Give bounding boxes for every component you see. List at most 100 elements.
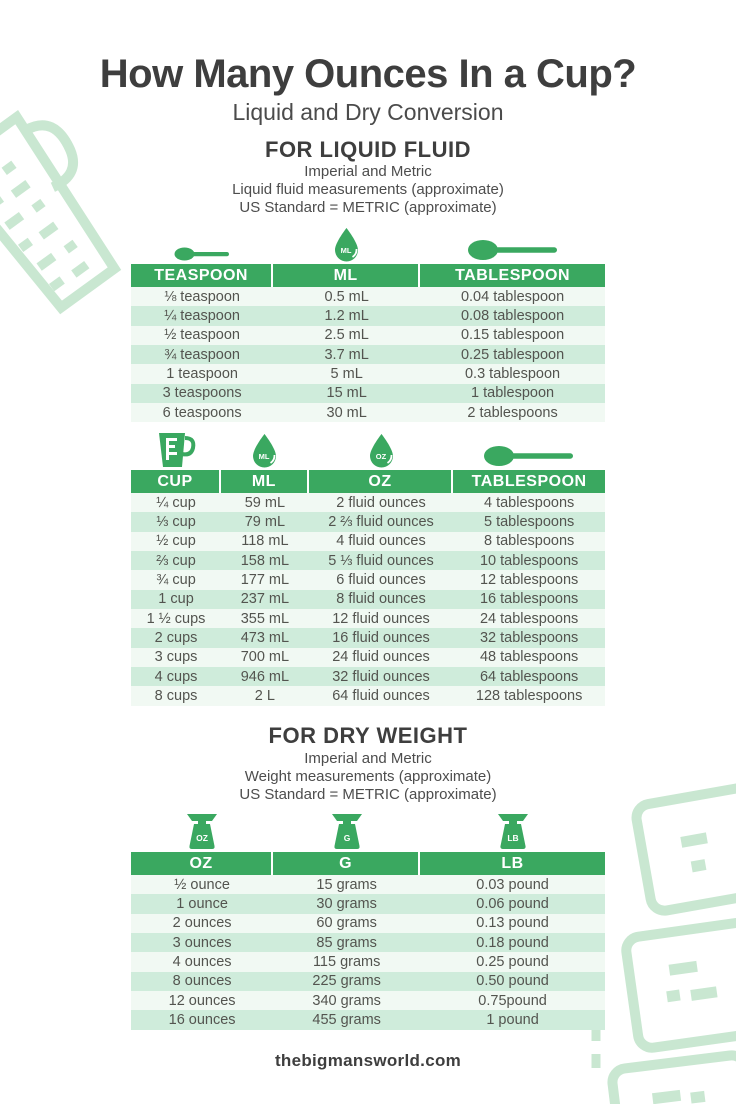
ml-drop-label: ML — [259, 452, 270, 461]
table-cell: 0.04 tablespoon — [460, 288, 565, 305]
teaspoon-conversion-table: TEASPOON ML TABLESPOON ⅛ teaspoon 0.5 mL 0.04… — [131, 264, 605, 423]
table-row: 3 cups 700 mL 24 fluid ounces 48 tablespoon… — [131, 647, 605, 668]
table-cell: 118 mL — [241, 533, 289, 550]
table-row: 1 teaspoon 5 mL 0.3 tablespoon — [131, 364, 605, 384]
table-cell: 64 fluid ounces — [332, 688, 430, 705]
table-cell: 6 teaspoons — [162, 404, 242, 421]
table-row: ⅔ cup 158 mL 5 ⅓ fluid ounces 10 tablespoon… — [131, 551, 605, 571]
table-cell: 3.7 mL — [324, 346, 369, 363]
teaspoon-table-icons: ML — [131, 226, 605, 262]
table-cell: ½ teaspoon — [164, 327, 240, 344]
table-cell: ⅛ teaspoon — [164, 288, 240, 305]
scale-oz-icon: OZ — [187, 814, 218, 849]
tablespoon-icon — [467, 240, 557, 260]
table-cell: 59 mL — [244, 494, 286, 511]
table-row: 1 ½ cups 355 mL 12 fluid ounces 24 tablespo… — [131, 609, 605, 629]
table-cell: 12 tablespoons — [479, 572, 579, 589]
table-cell: 6 fluid ounces — [336, 572, 426, 589]
page-title: How Many Ounces In a Cup? — [99, 52, 637, 96]
table-cell: 10 tablespoons — [479, 552, 579, 569]
table-cell: 0.5 mL — [324, 288, 369, 305]
table-cell: 3 ounces — [172, 934, 232, 951]
column-header-ml: ML — [221, 470, 309, 493]
table-row: ½ ounce 15 grams 0.03 pound — [131, 875, 605, 895]
table-cell: 700 mL — [240, 649, 290, 666]
scale-g-label: G — [343, 833, 350, 843]
liquid-subline-3: US Standard = METRIC (approximate) — [239, 199, 497, 216]
scale-g-icon: G — [331, 814, 362, 849]
table-cell: ⅔ cup — [156, 552, 196, 569]
ml-drop-icon: ML — [253, 434, 277, 468]
table-cell: 1 pound — [486, 1012, 539, 1029]
table-cell: 0.03 pound — [476, 876, 549, 893]
table-cell: 32 fluid ounces — [332, 668, 430, 685]
table-row: ⅓ cup 79 mL 2 ⅔ fluid ounces 5 tablespoons — [131, 512, 605, 532]
table-row: 2 ounces 60 grams 0.13 pound — [131, 913, 605, 934]
table-row: 4 cups 946 mL 32 fluid ounces 64 tablespoon… — [131, 667, 605, 687]
oz-drop-label: OZ — [375, 452, 386, 461]
table-cell: 15 grams — [316, 876, 377, 893]
dry-subline-1: Imperial and Metric — [304, 750, 432, 767]
teaspoon-icon — [174, 247, 230, 261]
table-row: ¾ teaspoon 3.7 mL 0.25 tablespoon — [131, 345, 605, 365]
table-cell: 48 tablespoons — [479, 649, 579, 666]
table-cell: 0.25 tablespoon — [460, 346, 565, 363]
table-cell: 30 grams — [316, 896, 377, 913]
table-row: 12 ounces 340 grams 0.75pound — [131, 991, 605, 1011]
table-cell: 4 cups — [154, 668, 198, 685]
table-cell: 24 fluid ounces — [332, 649, 430, 666]
table-cell: 16 fluid ounces — [332, 630, 430, 647]
table-cell: 15 mL — [326, 385, 367, 402]
table-cell: 12 ounces — [168, 992, 236, 1009]
table-header-row: OZ G LB — [131, 852, 605, 875]
table-cell: 8 tablespoons — [483, 533, 575, 550]
measuring-cup-icon — [159, 433, 196, 467]
table-cell: 12 fluid ounces — [332, 610, 430, 627]
table-cell: 2 ⅔ fluid ounces — [328, 514, 434, 531]
table-cell: 3 teaspoons — [162, 385, 242, 402]
column-header-tablespoon: TABLESPOON — [455, 266, 571, 284]
table-row: 8 cups 2 L 64 fluid ounces 128 tablespoons — [131, 686, 605, 706]
scale-oz-label: OZ — [196, 833, 208, 843]
column-header-oz: OZ — [309, 470, 454, 493]
table-cell: 5 tablespoons — [483, 514, 575, 531]
page-subtitle: Liquid and Dry Conversion — [232, 99, 504, 125]
cup-conversion-table: CUP ML OZ TABLESPOON ¼ cup 59 mL 2 fluid ounce… — [131, 470, 605, 706]
oz-drop-icon: OZ — [369, 434, 393, 468]
table-cell: 946 mL — [240, 668, 290, 685]
column-header-tablespoon: TABLESPOON — [471, 472, 587, 490]
table-cell: 24 tablespoons — [479, 610, 579, 627]
dry-subline-3: US Standard = METRIC (approximate) — [239, 786, 497, 803]
table-cell: ⅓ cup — [156, 514, 196, 531]
table-cell: 0.15 tablespoon — [460, 327, 565, 344]
table-cell: 340 grams — [312, 992, 381, 1009]
table-cell: 16 ounces — [168, 1012, 236, 1029]
table-cell: 16 tablespoons — [479, 591, 579, 608]
table-cell: 355 mL — [240, 610, 290, 627]
table-row: 1 ounce 30 grams 0.06 pound — [131, 894, 605, 914]
table-header-row: TEASPOON ML TABLESPOON — [131, 264, 605, 287]
column-header-lb: LB — [501, 854, 524, 872]
ml-drop-label: ML — [341, 246, 352, 255]
table-row: ⅛ teaspoon 0.5 mL 0.04 tablespoon — [131, 287, 605, 307]
table-cell: 4 fluid ounces — [336, 533, 426, 550]
table-row: ¾ cup 177 mL 6 fluid ounces 12 tablespoons — [131, 570, 605, 590]
table-cell: 1 teaspoon — [166, 366, 238, 383]
table-row: 4 ounces 115 grams 0.25 pound — [131, 952, 605, 972]
table-cell: 0.13 pound — [476, 915, 549, 932]
table-cell: 0.50 pound — [476, 973, 549, 990]
column-header-g: G — [273, 852, 421, 875]
table-cell: ¾ teaspoon — [164, 346, 240, 363]
table-cell: 2 fluid ounces — [336, 494, 426, 511]
table-cell: 5 mL — [330, 366, 363, 383]
cup-table-icons: ML OZ — [131, 430, 605, 468]
table-cell: 3 cups — [154, 649, 198, 666]
table-cell: 2 tablespoons — [467, 404, 558, 421]
table-row: 16 ounces 455 grams 1 pound — [131, 1010, 605, 1030]
table-row: ½ teaspoon 2.5 mL 0.15 tablespoon — [131, 325, 605, 346]
table-cell: 0.75pound — [478, 992, 547, 1009]
table-cell: 0.06 pound — [476, 896, 549, 913]
table-row: 3 teaspoons 15 mL 1 tablespoon — [131, 383, 605, 404]
liquid-section-heading: FOR LIQUID FLUID — [265, 137, 471, 162]
